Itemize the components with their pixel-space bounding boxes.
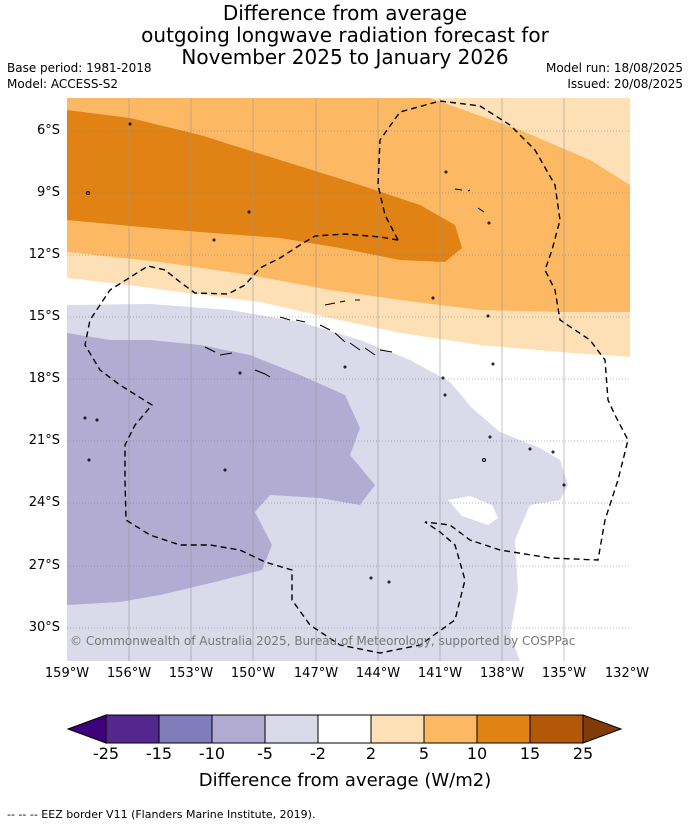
title-line-3: November 2025 to January 2026 bbox=[181, 45, 509, 69]
colorbar-bin-8 bbox=[476, 714, 531, 744]
colorbar-bin-9 bbox=[529, 714, 584, 744]
lat-label: 24°S bbox=[28, 495, 60, 510]
lon-label: 132°W bbox=[604, 666, 650, 681]
colorbar-bin-6 bbox=[370, 714, 425, 744]
graticule bbox=[67, 130, 630, 629]
lat-label: 12°S bbox=[28, 247, 60, 262]
colorbar-tick: -10 bbox=[198, 744, 226, 763]
eez-legend: -- -- -- EEZ border V11 (Flanders Marine… bbox=[7, 808, 316, 821]
lat-label: 6°S bbox=[36, 123, 60, 138]
band-10-15 bbox=[67, 110, 462, 262]
colorbar-tick: 2 bbox=[365, 744, 377, 763]
meta-right: Model run: 18/08/2025 Issued: 20/08/2025 bbox=[546, 60, 683, 92]
colorbar-tick: 15 bbox=[519, 744, 541, 763]
colorbar-tick: 25 bbox=[572, 744, 594, 763]
colorbar-tick: 5 bbox=[418, 744, 430, 763]
title-line-2: outgoing longwave radiation forecast for bbox=[141, 23, 549, 47]
colorbar-tick: -5 bbox=[257, 744, 273, 763]
lat-label: 30°S bbox=[28, 620, 60, 635]
colorbar-tick: -15 bbox=[145, 744, 173, 763]
copyright-text: © Commonwealth of Australia 2025, Bureau… bbox=[70, 634, 576, 648]
lat-label: 15°S bbox=[28, 309, 60, 324]
lon-label: 150°W bbox=[230, 666, 276, 681]
colorbar bbox=[66, 714, 623, 744]
base-period: Base period: 1981-2018 bbox=[7, 61, 152, 75]
map-title: Difference from average outgoing longwav… bbox=[0, 2, 690, 68]
lon-label: 138°W bbox=[479, 666, 525, 681]
model-run: Model run: 18/08/2025 bbox=[545, 61, 683, 75]
meridians bbox=[128, 98, 565, 661]
map-plot bbox=[67, 98, 630, 661]
colorbar-label: Difference from average (W/m2) bbox=[198, 770, 492, 791]
lon-label: 147°W bbox=[293, 666, 339, 681]
meta-left: Base period: 1981-2018 Model: ACCESS-S2 bbox=[7, 60, 152, 92]
lon-label: 141°W bbox=[417, 666, 463, 681]
lon-label: 153°W bbox=[168, 666, 214, 681]
eez-borders bbox=[84, 100, 629, 654]
lon-label: 135°W bbox=[541, 666, 587, 681]
lat-label: 27°S bbox=[28, 558, 60, 573]
lat-label: 9°S bbox=[36, 185, 60, 200]
lat-label: 18°S bbox=[28, 371, 60, 386]
colorbar-extend-low bbox=[66, 714, 107, 744]
colorbar-bin-3 bbox=[211, 714, 266, 744]
lon-label: 156°W bbox=[106, 666, 152, 681]
colorbar-tick: 10 bbox=[466, 744, 488, 763]
colorbar-bin-2 bbox=[158, 714, 213, 744]
colorbar-bin-1 bbox=[105, 714, 160, 744]
lat-label: 21°S bbox=[28, 433, 60, 448]
colorbar-bin-7 bbox=[423, 714, 478, 744]
colorbar-bin-4 bbox=[264, 714, 319, 744]
model-name: Model: ACCESS-S2 bbox=[7, 77, 119, 91]
islands bbox=[83, 122, 566, 584]
lon-label: 159°W bbox=[44, 666, 90, 681]
issued-date: Issued: 20/08/2025 bbox=[567, 77, 683, 91]
title-line-1: Difference from average bbox=[222, 1, 468, 25]
colorbar-tick: -25 bbox=[92, 744, 120, 763]
band-neg-5-10 bbox=[67, 333, 375, 605]
colorbar-bin-5 bbox=[317, 714, 372, 744]
colorbar-tick: -2 bbox=[310, 744, 326, 763]
lon-label: 144°W bbox=[355, 666, 401, 681]
colorbar-extend-high bbox=[582, 714, 623, 744]
